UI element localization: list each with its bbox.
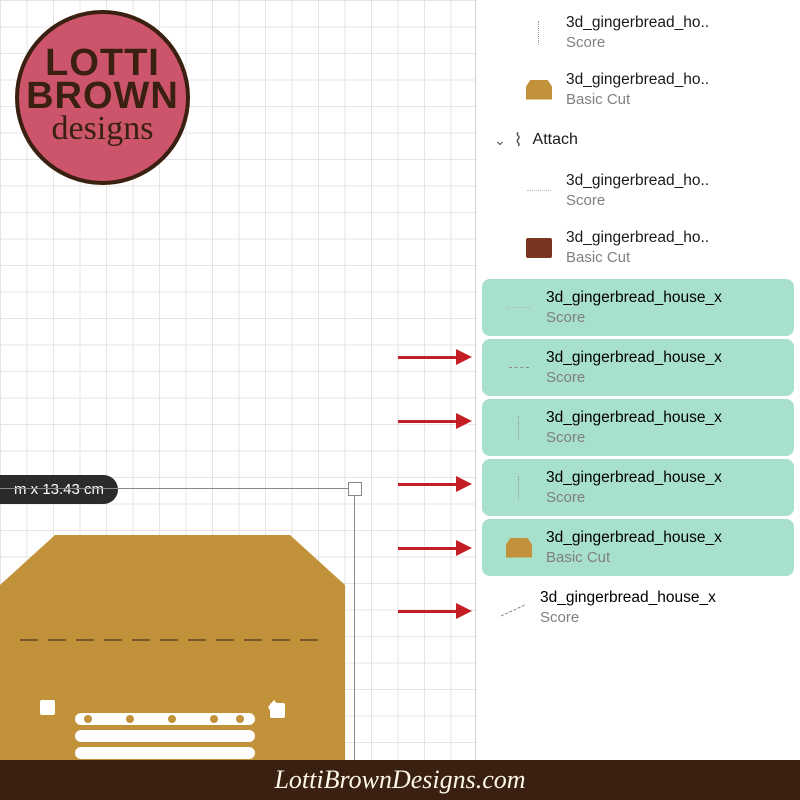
house-thumb-icon [524, 75, 554, 105]
footer-url: LottiBrownDesigns.com [0, 760, 800, 800]
resize-handle-tr[interactable] [348, 482, 362, 496]
score-thumb-icon [504, 473, 534, 503]
house-thumb-icon [524, 233, 554, 263]
layer-title: 3d_gingerbread_house_x [540, 589, 788, 607]
layer-item-attach-score[interactable]: 3d_gingerbread_ho.. Score [476, 162, 800, 219]
layer-subtitle: Basic Cut [566, 91, 788, 108]
layer-title: 3d_gingerbread_ho.. [566, 172, 788, 190]
layer-subtitle: Score [546, 429, 782, 446]
house-thumb-icon [504, 533, 534, 563]
annotation-arrow-4 [398, 538, 472, 558]
logo-badge: LOTTI BROWN designs [15, 10, 195, 190]
layer-subtitle: Score [546, 309, 782, 326]
gingerbread-shape[interactable] [0, 535, 345, 760]
annotation-arrow-3 [398, 474, 472, 494]
annotation-arrow-5 [398, 601, 472, 621]
score-thumb-icon [504, 413, 534, 443]
layer-subtitle: Score [566, 192, 788, 209]
layer-subtitle: Score [540, 609, 788, 626]
layer-subtitle: Basic Cut [546, 549, 782, 566]
score-thumb-icon [504, 293, 534, 323]
layer-title: 3d_gingerbread_house_x [546, 409, 782, 427]
paperclip-icon: ⌇ [514, 130, 523, 151]
layer-item-selected-4[interactable]: 3d_gingerbread_house_x Score [482, 459, 794, 516]
layer-item-bottom[interactable]: 3d_gingerbread_house_x Score [476, 579, 800, 636]
layer-subtitle: Score [566, 34, 788, 51]
layer-thumb-icon [524, 18, 554, 48]
layer-title: 3d_gingerbread_house_x [546, 289, 782, 307]
chevron-down-icon: ⌄ [494, 132, 506, 149]
layer-item-cut-1[interactable]: 3d_gingerbread_ho.. Basic Cut [476, 61, 800, 118]
layer-subtitle: Score [546, 489, 782, 506]
score-thumb-icon [524, 176, 554, 206]
layer-title: 3d_gingerbread_ho.. [566, 14, 788, 32]
layer-item-selected-2[interactable]: 3d_gingerbread_house_x Score [482, 339, 794, 396]
layer-item-selected-3[interactable]: 3d_gingerbread_house_x Score [482, 399, 794, 456]
layer-item-selected-5[interactable]: 3d_gingerbread_house_x Basic Cut [482, 519, 794, 576]
attach-label: Attach [533, 131, 578, 149]
layer-subtitle: Basic Cut [566, 249, 788, 266]
annotation-arrow-1 [398, 347, 472, 367]
logo-script: designs [52, 110, 154, 148]
layer-subtitle: Score [546, 369, 782, 386]
layer-title: 3d_gingerbread_house_x [546, 469, 782, 487]
score-thumb-icon [498, 593, 528, 623]
layer-title: 3d_gingerbread_house_x [546, 529, 782, 547]
layer-item-score-1[interactable]: 3d_gingerbread_ho.. Score [476, 4, 800, 61]
layer-title: 3d_gingerbread_ho.. [566, 229, 788, 247]
layer-item-selected-1[interactable]: 3d_gingerbread_house_x Score [482, 279, 794, 336]
layer-item-attach-cut[interactable]: 3d_gingerbread_ho.. Basic Cut [476, 219, 800, 276]
annotation-arrow-2 [398, 411, 472, 431]
logo-line2: BROWN [26, 80, 179, 112]
layer-title: 3d_gingerbread_ho.. [566, 71, 788, 89]
score-thumb-icon [504, 353, 534, 383]
attach-group-header[interactable]: ⌄ ⌇ Attach [476, 118, 800, 162]
layers-panel: 3d_gingerbread_ho.. Score 3d_gingerbread… [475, 0, 800, 760]
layer-title: 3d_gingerbread_house_x [546, 349, 782, 367]
